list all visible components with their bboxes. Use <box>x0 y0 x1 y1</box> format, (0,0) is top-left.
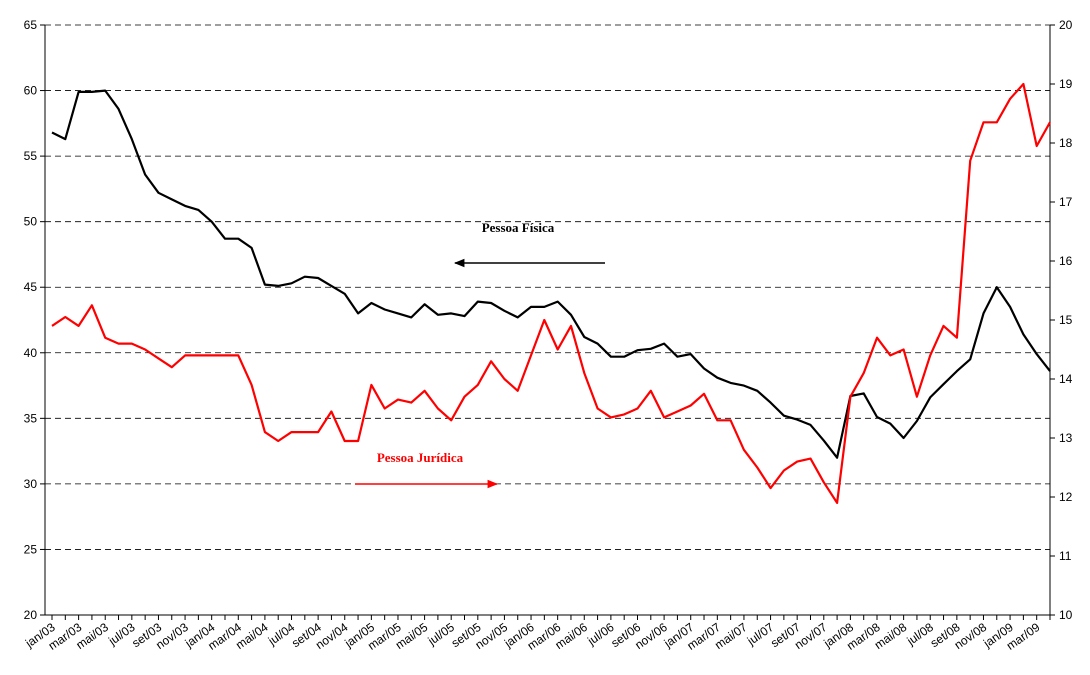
y2-tick-label: 10 <box>1059 608 1073 622</box>
annotation: Pessoa Física <box>482 220 555 235</box>
y-tick-label: 60 <box>24 84 38 98</box>
y-tick-label: 25 <box>24 542 38 556</box>
y-tick-label: 20 <box>24 608 38 622</box>
y2-tick-label: 11 <box>1059 549 1072 563</box>
series-line <box>51 89 1051 459</box>
y-tick-label: 50 <box>24 215 38 229</box>
y2-tick-label: 15 <box>1059 313 1073 327</box>
y2-tick-label: 20 <box>1059 18 1073 32</box>
y-tick-label: 65 <box>24 18 38 32</box>
annotation: Pessoa Jurídica <box>377 450 464 465</box>
y-tick-label: 55 <box>24 149 38 163</box>
y-tick-label: 40 <box>24 346 38 360</box>
y2-tick-label: 14 <box>1059 372 1073 386</box>
y2-tick-label: 19 <box>1059 77 1073 91</box>
series-line <box>51 82 1051 504</box>
y-tick-label: 30 <box>24 477 38 491</box>
y2-tick-label: 16 <box>1059 254 1073 268</box>
y-tick-label: 35 <box>24 411 38 425</box>
y2-tick-label: 17 <box>1059 195 1073 209</box>
y-tick-label: 45 <box>24 280 38 294</box>
y2-tick-label: 13 <box>1059 431 1073 445</box>
y2-tick-label: 12 <box>1059 490 1073 504</box>
y2-tick-label: 18 <box>1059 136 1073 150</box>
